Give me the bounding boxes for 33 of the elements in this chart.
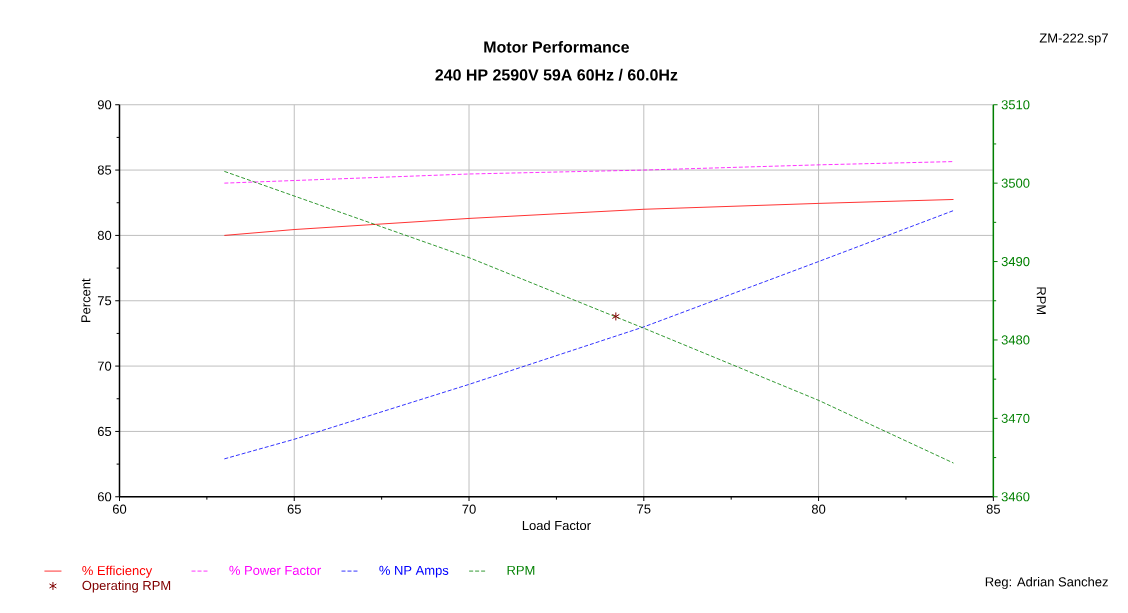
x-tick-label: 60 [112,504,127,514]
legend-label: % Efficiency [82,565,153,578]
y2-tick-label: 3510 [1001,99,1030,110]
legend-label: Operating RPM [82,580,171,593]
y2-tick-label: 3470 [1001,413,1030,423]
y2-tick-label: 3490 [1001,256,1030,266]
y-axis-title: Percent [81,278,91,322]
line-series [223,198,954,236]
x-axis-title: Load Factor [522,520,591,530]
text: Reg: Adrian Sanchez [985,576,1108,589]
chart-subtitle: 240 HP 2590V 59A 60Hz / 60.0Hz [435,68,678,81]
chart-title: Motor Performance [484,40,630,53]
legend-label: % NP Amps [379,565,449,578]
y-tick-label: 85 [97,165,112,175]
y-tick-label: 75 [97,296,112,306]
x-tick-label: 85 [986,504,1001,514]
y-tick-label: 70 [97,361,112,371]
legend-label: % Power Factor [229,565,321,575]
y-tick-label: 60 [97,491,112,502]
y-tick-label: 90 [97,99,112,110]
y2-tick-label: 3480 [1001,335,1030,345]
y2-tick-label: 3460 [1001,491,1030,502]
x-tick-label: 70 [462,504,476,514]
y-tick-label: 65 [97,426,112,436]
x-tick-label: 75 [637,504,651,514]
text: ZM-222.sp7 [1039,33,1108,45]
legend-label: RPM [507,565,535,575]
y2-tick-label: 3500 [1001,178,1030,188]
x-tick-label: 65 [287,504,301,514]
y2-axis-title: RPM [1036,287,1046,314]
x-tick-label: 80 [811,504,826,514]
line-series [223,160,954,184]
y-tick-label: 80 [97,230,112,240]
